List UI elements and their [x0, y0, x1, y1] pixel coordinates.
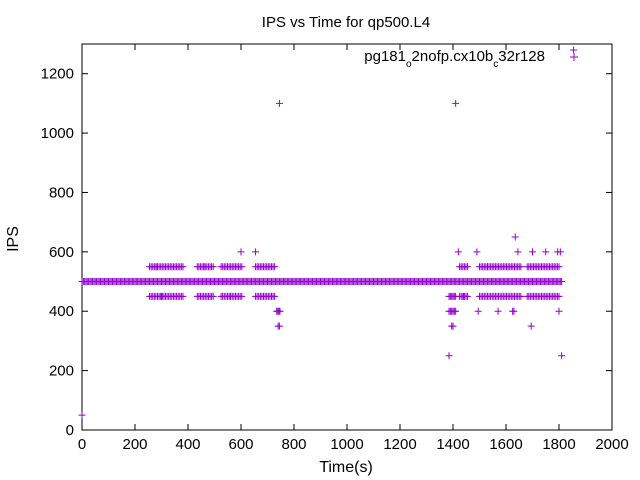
x-tick-label: 600 [228, 436, 253, 453]
x-tick-label: 1600 [489, 436, 522, 453]
x-axis-label: Time(s) [319, 459, 373, 476]
data-point [226, 292, 234, 300]
data-point [558, 352, 566, 360]
x-tick-label: 1000 [330, 436, 363, 453]
chart-title: IPS vs Time for qp500.L4 [262, 14, 430, 31]
data-point [517, 263, 525, 271]
y-tick-label: 1200 [41, 66, 74, 83]
data-point [514, 248, 522, 256]
x-tick-label: 200 [122, 436, 147, 453]
data-point [209, 292, 217, 300]
data-point [158, 292, 165, 300]
data-point [473, 248, 481, 256]
data-point [529, 248, 536, 256]
data-point [556, 248, 564, 256]
data-point [238, 292, 246, 300]
data-point [275, 322, 283, 330]
data-point [511, 233, 519, 241]
data-point [78, 411, 86, 419]
y-tick-label: 400 [49, 303, 74, 320]
data-point [252, 248, 260, 256]
y-tick-label: 800 [49, 184, 74, 201]
data-point [271, 292, 279, 300]
y-tick-label: 1000 [41, 125, 74, 142]
data-point [558, 278, 566, 286]
legend-marker [570, 53, 578, 61]
data-point [555, 307, 563, 315]
data-point [445, 352, 453, 360]
data-point [454, 248, 462, 256]
data-point [483, 263, 491, 271]
x-tick-label: 1200 [383, 436, 416, 453]
data-point [237, 248, 245, 256]
y-tick-label: 600 [49, 244, 74, 261]
y-tick-label: 200 [49, 363, 74, 380]
y-axis: 0 200 400 600 800 1000 1200 [41, 66, 612, 439]
data-points [78, 46, 578, 419]
data-point [179, 263, 187, 271]
x-tick-label: 0 [78, 436, 86, 453]
legend: pg181o2nofp.cx10bc32r128 [364, 48, 578, 70]
data-point [517, 292, 525, 300]
y-axis-label: IPS [5, 226, 22, 252]
data-point [209, 263, 217, 271]
x-axis: 0 200 400 600 800 1000 1200 1400 1600 1800 2000 [78, 44, 629, 453]
x-tick-label: 2000 [595, 436, 628, 453]
data-point [494, 307, 502, 315]
x-tick-label: 1400 [436, 436, 469, 453]
data-point [271, 263, 279, 271]
y-tick-label: 0 [66, 422, 74, 439]
data-point [474, 307, 482, 315]
data-point [152, 263, 160, 271]
data-point [527, 322, 535, 330]
data-point [460, 292, 468, 300]
x-tick-label: 800 [281, 436, 306, 453]
data-point [452, 307, 460, 315]
data-point [275, 99, 283, 107]
data-point [555, 292, 563, 300]
data-point [542, 248, 550, 256]
data-point [464, 263, 472, 271]
data-point [555, 263, 563, 271]
data-point [449, 322, 457, 330]
data-point [276, 307, 284, 315]
data-point [179, 292, 187, 300]
x-tick-label: 400 [175, 436, 200, 453]
x-tick-label: 1800 [542, 436, 575, 453]
data-point [570, 46, 578, 54]
data-point [238, 263, 246, 271]
data-point [510, 307, 518, 315]
data-point [452, 99, 460, 107]
data-point [200, 263, 208, 271]
legend-label: pg181o2nofp.cx10bc32r128 [364, 48, 545, 70]
